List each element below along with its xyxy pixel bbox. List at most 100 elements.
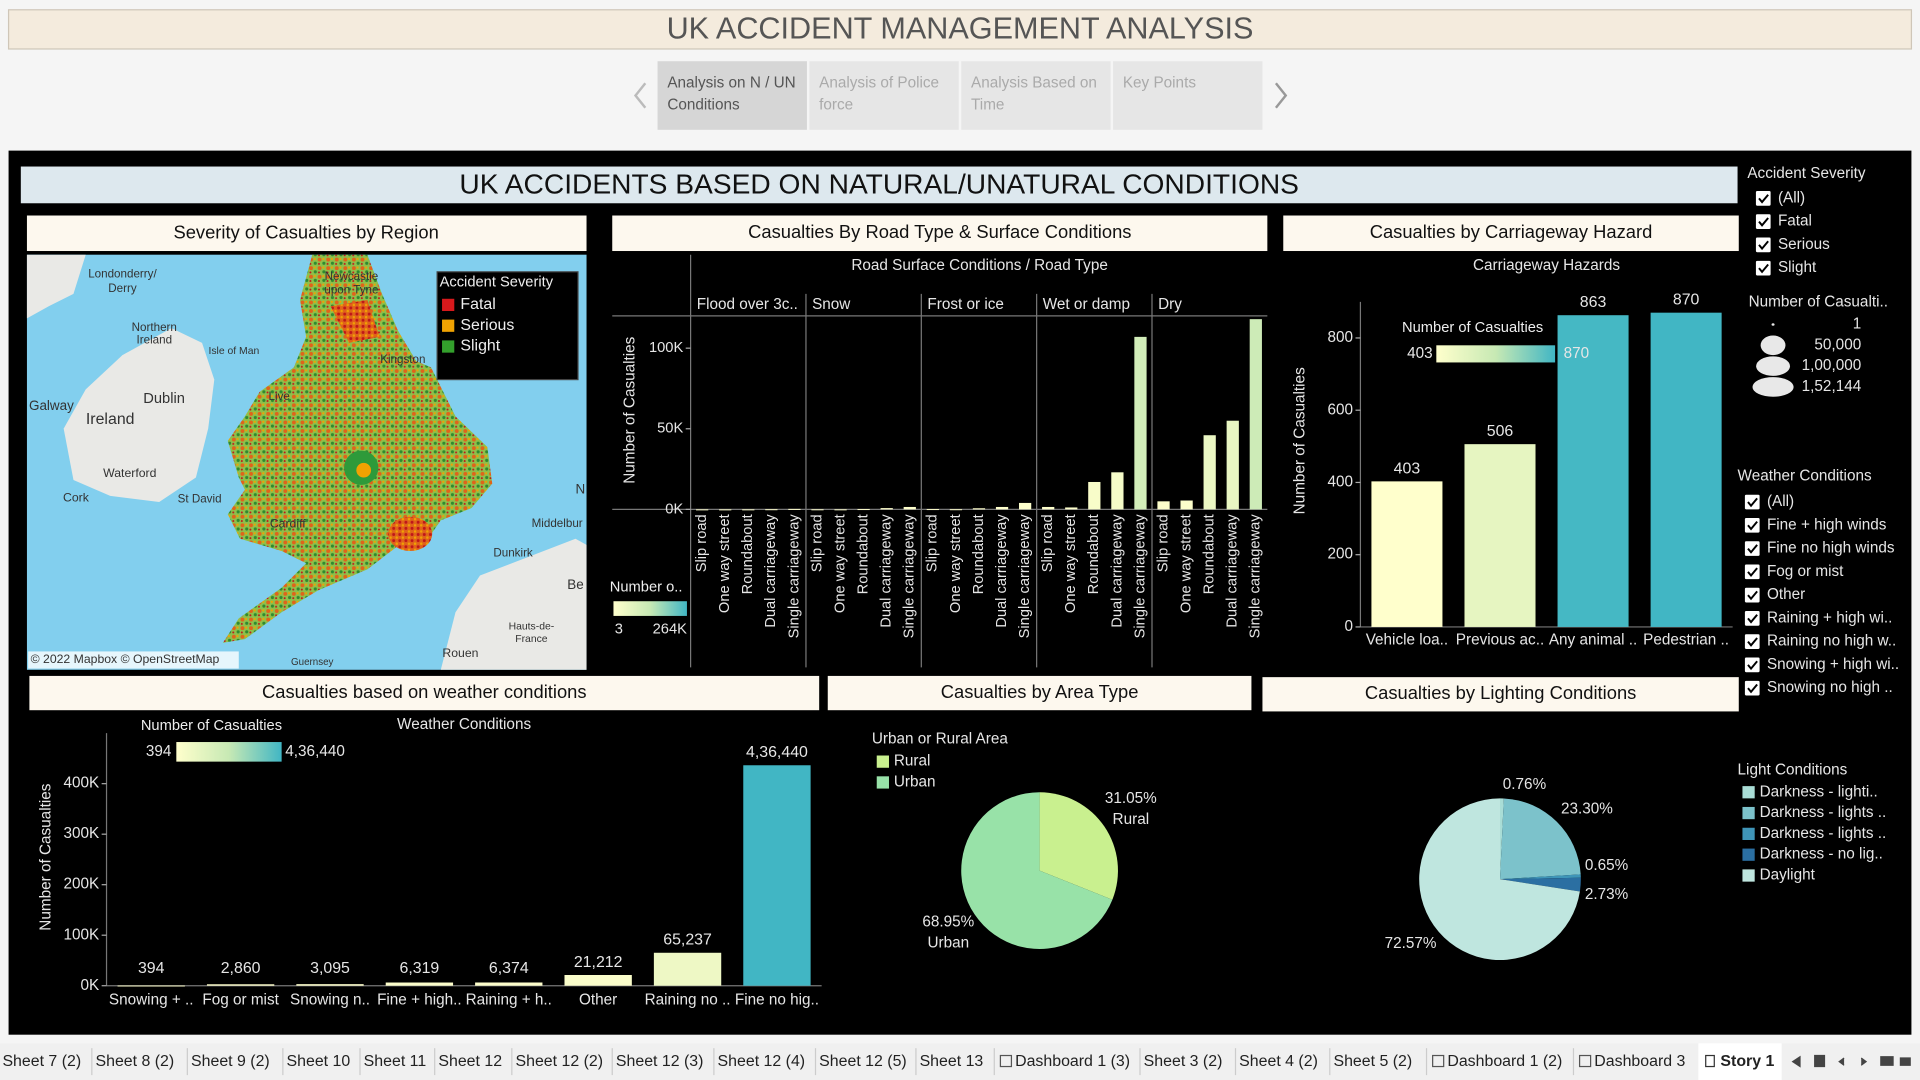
nav-icon[interactable] [1791, 1055, 1801, 1068]
legend-label: Urban [894, 773, 936, 790]
data-label: 0.76% [1503, 776, 1547, 793]
sheet-tab[interactable]: Sheet 12 [438, 1053, 502, 1070]
x-tick-label: Roundabout [1202, 514, 1218, 594]
sheet-tab[interactable]: Sheet 12 (2) [516, 1053, 604, 1070]
filter-option[interactable]: (All) [1778, 189, 1805, 206]
nav-icon[interactable] [1899, 1057, 1911, 1066]
filter-option[interactable]: Fine no high winds [1767, 540, 1895, 557]
sheet-tab[interactable]: Dashboard 1 (2) [1447, 1053, 1562, 1070]
sheet-tab[interactable]: Sheet 5 (2) [1333, 1053, 1412, 1070]
legend-label: Darkness - lights .. [1760, 804, 1887, 821]
bar [1557, 315, 1629, 627]
map-place-label: Hauts-de- [509, 622, 555, 633]
story-tab[interactable] [961, 61, 1111, 130]
pie-slice [1500, 798, 1504, 880]
bar [1226, 420, 1239, 510]
legend-swatch [442, 298, 455, 312]
map-place-label: Cork [63, 491, 90, 505]
x-tick-label: Single carriageway [786, 514, 802, 639]
filter-option[interactable]: (All) [1767, 493, 1794, 510]
checkbox[interactable] [1744, 680, 1760, 696]
nav-icon[interactable] [1838, 1057, 1845, 1066]
page-title: UK ACCIDENT MANAGEMENT ANALYSIS [667, 12, 1254, 46]
data-label: 23.30% [1561, 800, 1613, 817]
data-label: 2,860 [221, 960, 261, 977]
checkbox[interactable] [1744, 517, 1760, 533]
checkbox[interactable] [1744, 587, 1760, 603]
prev-arrow[interactable] [633, 82, 647, 109]
checkbox[interactable] [1755, 191, 1771, 206]
filter-option[interactable]: Fatal [1778, 213, 1812, 230]
sheet-tab[interactable]: Sheet 4 (2) [1239, 1053, 1318, 1070]
x-tick-label: Dual carriageway [879, 514, 895, 628]
filter-option[interactable]: Snowing no high .. [1767, 679, 1893, 696]
bar [834, 509, 847, 511]
sheet-tab[interactable]: Sheet 12 (5) [819, 1053, 907, 1070]
story-tab[interactable] [1113, 61, 1263, 130]
story-tab[interactable] [809, 61, 959, 130]
y-tick-label: 300K [63, 825, 100, 842]
map-place-label: Londonderry/ [88, 267, 157, 280]
filter-option[interactable]: Fog or mist [1767, 563, 1844, 580]
sheet-tab[interactable]: Sheet 10 [287, 1053, 351, 1070]
checkbox[interactable] [1744, 541, 1760, 556]
filter-option[interactable]: Raining + high wi.. [1767, 609, 1892, 626]
y-tick-label: 100K [649, 340, 684, 356]
next-arrow[interactable] [1274, 82, 1288, 109]
sheet-tab-active[interactable] [1698, 1043, 1782, 1080]
sheet-tab[interactable]: Sheet 9 (2) [191, 1053, 270, 1070]
sheet-tab[interactable]: Dashboard 1 (3) [1015, 1053, 1130, 1070]
nav-icon[interactable] [1814, 1054, 1826, 1068]
checkbox[interactable] [1744, 494, 1760, 510]
nav-icon[interactable] [1860, 1057, 1868, 1066]
bar [296, 984, 364, 986]
sheet-tab[interactable]: Sheet 12 (3) [616, 1053, 704, 1070]
x-tick-label: Slip road [925, 514, 941, 572]
checkbox[interactable] [1755, 260, 1771, 276]
bar [1088, 481, 1101, 510]
map-hotspot [356, 462, 372, 478]
filter-option[interactable]: Snowing + high wi.. [1767, 656, 1899, 673]
checkmark [1747, 521, 1758, 531]
filter-option[interactable]: Serious [1778, 236, 1830, 253]
map-place-label: Isle of Man [208, 346, 259, 357]
map-place-label: Guernsey [291, 657, 334, 668]
nav-icon[interactable] [1880, 1056, 1894, 1066]
checkmark [1747, 660, 1758, 671]
filter-option[interactable]: Other [1767, 586, 1805, 603]
map-legend-box [436, 271, 579, 381]
checkbox[interactable] [1744, 657, 1760, 673]
data-label: 65,237 [663, 932, 712, 949]
sheet-tab[interactable]: Sheet 8 (2) [96, 1053, 175, 1070]
checkbox[interactable] [1744, 564, 1760, 580]
legend-swatch [442, 340, 455, 353]
story-tab[interactable] [657, 61, 807, 130]
attribution-bg [28, 651, 239, 669]
filter-option[interactable]: Slight [1778, 259, 1817, 276]
sheet-tab[interactable]: Sheet 11 [364, 1053, 427, 1070]
filter-option[interactable]: Raining no high w.. [1767, 633, 1896, 650]
map-place-label: France [515, 634, 548, 645]
sheet-tab[interactable]: Dashboard 3 [1594, 1053, 1685, 1070]
x-tick-label: Dual carriageway [1109, 514, 1125, 628]
bar [880, 508, 893, 510]
sheet-tab[interactable]: Sheet 12 (4) [718, 1053, 806, 1070]
sheet-tab[interactable]: Sheet 3 (2) [1144, 1053, 1223, 1070]
pie-slice [1500, 798, 1581, 880]
sheet-tab[interactable]: Sheet 7 (2) [2, 1053, 81, 1070]
legend-label: Darkness - no lig.. [1760, 846, 1883, 863]
checkbox[interactable] [1755, 237, 1771, 253]
bar [1249, 319, 1262, 510]
sheet-tab[interactable]: Story 1 [1720, 1053, 1774, 1070]
data-label: 3,095 [310, 960, 350, 977]
slice-category-label: Rural [1113, 811, 1150, 828]
filter-option[interactable]: Fine + high winds [1767, 516, 1887, 533]
checkbox[interactable] [1744, 634, 1760, 649]
bar [564, 975, 632, 986]
checkmark [1747, 614, 1758, 624]
checkbox[interactable] [1755, 214, 1771, 229]
story-tab-label: Analysis Based on [971, 74, 1097, 91]
checkbox[interactable] [1744, 611, 1760, 626]
sheet-tab[interactable]: Sheet 13 [920, 1053, 984, 1070]
y-tick-label: 0 [1345, 618, 1354, 635]
